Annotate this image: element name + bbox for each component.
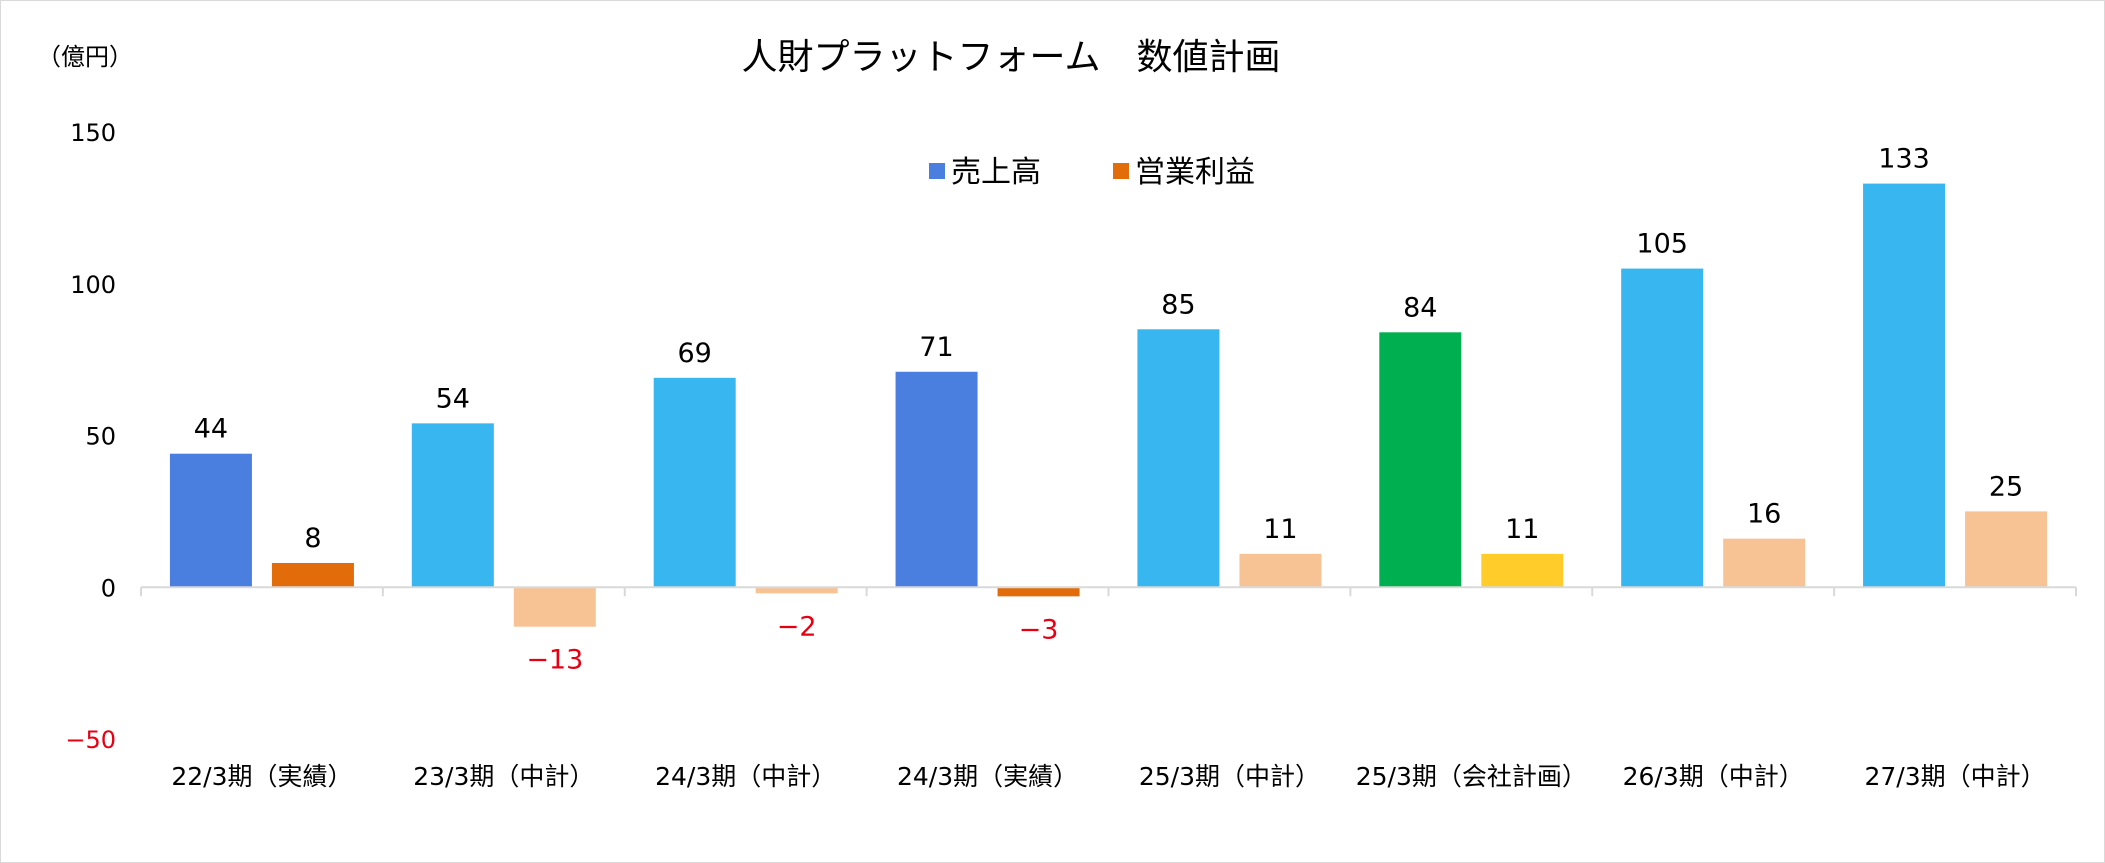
sales-data-label: 84 bbox=[1403, 292, 1437, 323]
x-axis: 22/3期（実績） 23/3期（中計） 24/3期（中計） 24/3期（実績） 25/3… bbox=[140, 586, 2077, 791]
operating-profit-bar bbox=[271, 562, 354, 588]
legend-label: 営業利益 bbox=[1135, 155, 1255, 190]
sales-data-label: 54 bbox=[436, 383, 470, 414]
unit-label: （億円） bbox=[37, 43, 133, 71]
sales-data-label: 85 bbox=[1161, 289, 1195, 320]
x-tick-label: 25/3期（会社計画） bbox=[1356, 762, 1587, 791]
data-labels: 44 54 69 71 85 84 105 133 8 −13 −2 −3 11 11 16 25 bbox=[194, 144, 2023, 676]
operating-profit-bar bbox=[513, 587, 596, 627]
x-tick-label: 23/3期（中計） bbox=[413, 762, 594, 791]
y-tick-label: 50 bbox=[85, 423, 116, 451]
operating-profit-data-label: −2 bbox=[777, 611, 817, 642]
legend-label: 売上高 bbox=[951, 155, 1041, 190]
x-tick-label: 24/3期（中計） bbox=[655, 762, 836, 791]
sales-data-label: 44 bbox=[194, 414, 228, 445]
legend: 売上高 営業利益 bbox=[929, 155, 1255, 190]
y-tick-label: 150 bbox=[70, 119, 116, 147]
x-tick-label: 22/3期（実績） bbox=[171, 762, 352, 791]
operating-profit-bar bbox=[1481, 553, 1564, 588]
chart-title: 人財プラットフォーム 数値計画 bbox=[742, 37, 1281, 78]
y-tick-label: 100 bbox=[70, 271, 116, 299]
operating-profit-bar bbox=[1965, 511, 2048, 588]
sales-bar bbox=[1863, 183, 1946, 588]
y-tick-label: −50 bbox=[65, 726, 116, 754]
operating-profit-data-label: −3 bbox=[1019, 614, 1059, 645]
sales-bar bbox=[895, 371, 978, 588]
operating-profit-bar bbox=[1239, 553, 1322, 588]
sales-data-label: 133 bbox=[1878, 144, 1930, 175]
operating-profit-bar bbox=[755, 587, 838, 594]
y-axis: 150 100 50 0 −50 bbox=[65, 119, 116, 754]
sales-bar bbox=[1621, 268, 1704, 588]
operating-profit-data-label: 25 bbox=[1989, 471, 2023, 502]
legend-swatch bbox=[929, 163, 945, 179]
x-tick-label: 24/3期（実績） bbox=[897, 762, 1078, 791]
bars bbox=[169, 183, 2048, 627]
sales-bar bbox=[1379, 332, 1462, 588]
sales-bar bbox=[411, 423, 494, 588]
operating-profit-data-label: −13 bbox=[526, 645, 583, 676]
sales-data-label: 71 bbox=[919, 332, 953, 363]
legend-swatch bbox=[1113, 163, 1129, 179]
sales-bar bbox=[653, 377, 736, 588]
operating-profit-data-label: 16 bbox=[1747, 499, 1781, 530]
x-tick-label: 27/3期（中計） bbox=[1864, 762, 2045, 791]
x-tick-label: 25/3期（中計） bbox=[1139, 762, 1320, 791]
sales-bar bbox=[169, 453, 252, 588]
sales-data-label: 105 bbox=[1636, 229, 1688, 260]
y-tick-label: 0 bbox=[101, 574, 116, 602]
sales-bar bbox=[1137, 329, 1220, 588]
operating-profit-bar bbox=[1723, 538, 1806, 588]
operating-profit-data-label: 11 bbox=[1263, 514, 1297, 545]
operating-profit-data-label: 11 bbox=[1505, 514, 1539, 545]
operating-profit-data-label: 8 bbox=[304, 523, 321, 554]
operating-profit-bar bbox=[997, 587, 1080, 597]
sales-data-label: 69 bbox=[678, 338, 712, 369]
x-tick-label: 26/3期（中計） bbox=[1623, 762, 1804, 791]
